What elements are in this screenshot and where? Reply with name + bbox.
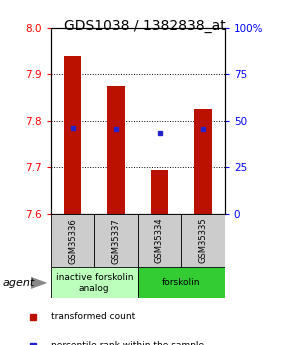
Text: GSM35336: GSM35336	[68, 218, 77, 264]
Text: agent: agent	[3, 278, 35, 288]
Bar	[51, 214, 94, 267]
Bar	[138, 267, 225, 298]
Bar	[51, 267, 138, 298]
Bar	[194, 109, 212, 214]
Bar	[151, 170, 168, 214]
Bar	[64, 56, 81, 214]
Text: inactive forskolin
analog: inactive forskolin analog	[55, 273, 133, 293]
Text: GSM35335: GSM35335	[198, 218, 208, 264]
Bar	[138, 214, 181, 267]
Text: transformed count: transformed count	[51, 312, 135, 321]
Bar	[94, 214, 138, 267]
Text: forskolin: forskolin	[162, 278, 200, 287]
Text: percentile rank within the sample: percentile rank within the sample	[51, 341, 204, 345]
Bar	[107, 86, 125, 214]
Text: GDS1038 / 1382838_at: GDS1038 / 1382838_at	[64, 19, 226, 33]
Bar	[181, 214, 225, 267]
Polygon shape	[31, 277, 47, 289]
Text: GSM35337: GSM35337	[111, 218, 121, 264]
Text: GSM35334: GSM35334	[155, 218, 164, 264]
